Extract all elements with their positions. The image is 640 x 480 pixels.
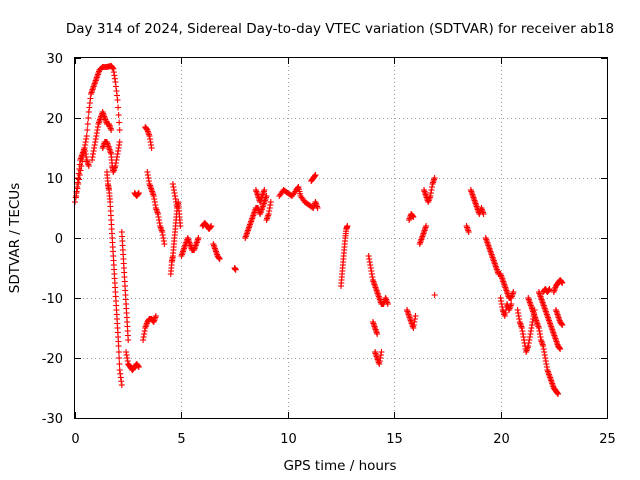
data-point [115,112,122,118]
y-tick-label: -30 [42,412,63,427]
data-point [508,301,515,307]
data-point [174,205,181,211]
data-point [115,349,122,355]
data-point [312,172,319,178]
y-tick-label: 10 [46,172,63,187]
data-point [208,223,215,229]
data-point [116,361,123,367]
x-tick-label: 0 [71,432,79,447]
data-point [559,322,566,328]
data-point [114,97,121,103]
data-point [116,119,123,126]
data-point [84,121,91,127]
data-point [85,163,92,169]
data-point [431,175,438,181]
data-point [125,337,132,343]
x-tick-label: 5 [177,432,185,447]
data-point [116,127,123,133]
data-point [344,223,351,229]
data-point [232,266,239,273]
data-point [85,115,92,121]
grid [75,58,607,418]
data-point [267,199,274,205]
data-point [161,241,168,247]
y-tick-label: -20 [42,352,63,367]
data-point [423,223,430,229]
data-point [84,127,91,133]
data-point [135,364,142,370]
data-point [177,223,184,229]
data-point [135,190,142,196]
data-point [148,145,155,151]
plot-frame [74,57,608,419]
data-point [115,343,122,349]
data-point [115,104,122,111]
y-tick-label: 0 [55,232,63,247]
data-point [546,286,553,292]
x-tick-label: 20 [493,432,510,447]
data-point [510,289,517,295]
x-tick-label: 25 [599,432,616,447]
data-point [410,214,417,220]
data-point [557,346,564,352]
data-point [195,235,202,241]
y-tick-label: -10 [42,292,63,307]
data-point [118,382,125,388]
data-point [465,229,472,235]
data-point [412,313,419,319]
data-point [75,176,82,183]
data-point [559,280,566,286]
data-point [83,133,90,139]
axis-ticks: 0 5 10 15 20 25 30 20 10 0 -10 -20 -30 [42,52,616,447]
y-axis-label: SDTVAR / TECUs [7,183,23,293]
data-points [72,62,566,397]
data-point [378,349,385,355]
data-point [384,301,391,307]
data-point [480,211,487,217]
x-axis-label: GPS time / hours [283,458,396,474]
y-tick-label: 20 [46,112,63,127]
y-tick-label: 30 [46,52,63,67]
data-point [374,331,381,337]
data-point [431,292,438,298]
data-point [108,127,115,133]
data-point [152,313,159,319]
data-point [116,355,123,361]
x-tick-label: 15 [386,432,403,447]
chart-title: Day 314 of 2024, Sidereal Day-to-day VTE… [66,21,614,37]
data-point [261,187,268,193]
x-tick-label: 10 [280,432,297,447]
data-point [555,391,562,397]
data-point [116,139,123,145]
data-point [314,205,321,211]
data-point [216,256,223,262]
